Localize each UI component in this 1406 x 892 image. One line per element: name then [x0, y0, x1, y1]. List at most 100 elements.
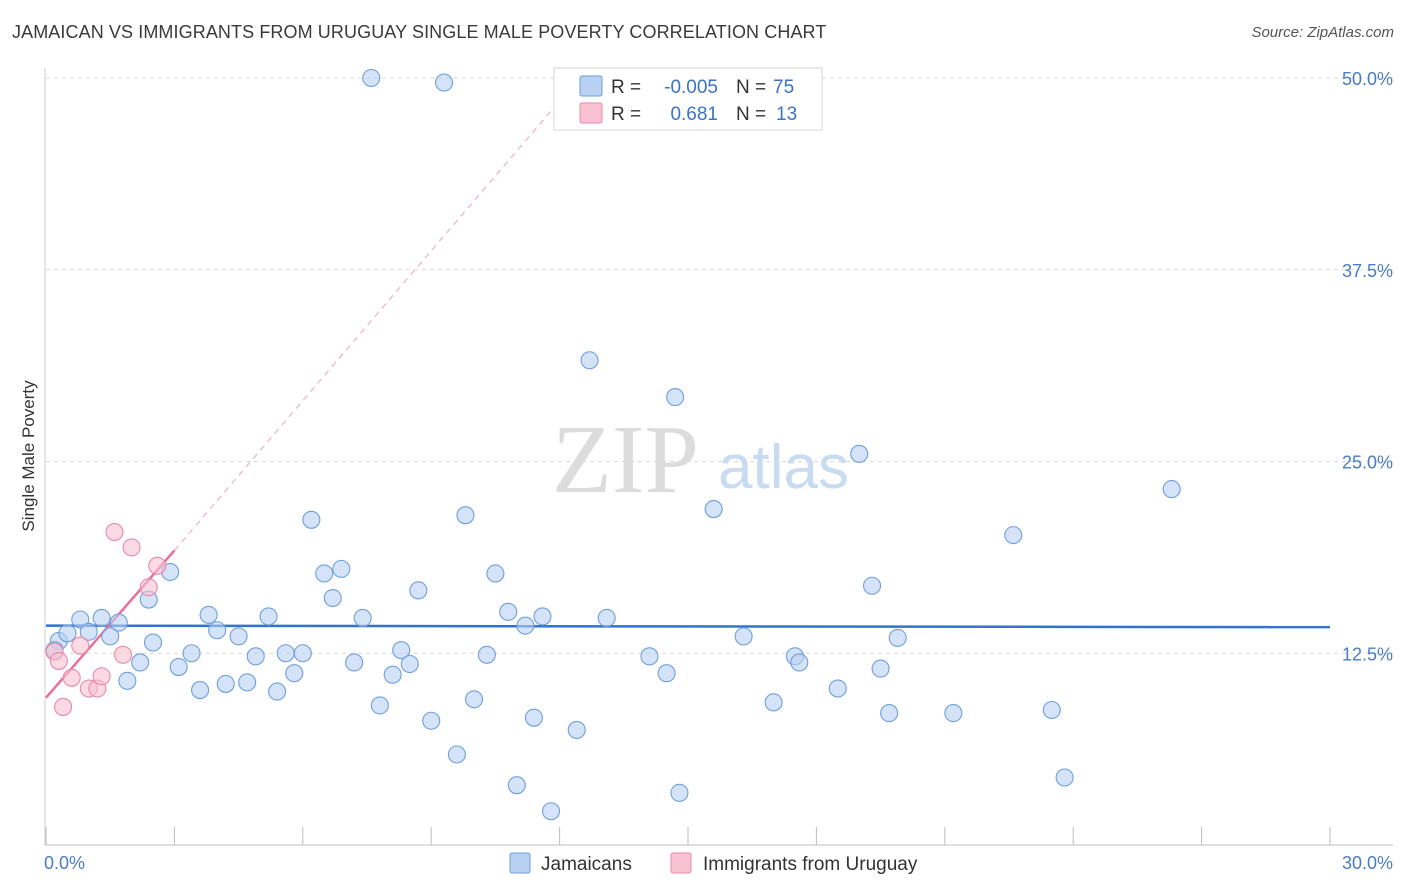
chart-title: JAMAICAN VS IMMIGRANTS FROM URUGUAY SING…: [12, 22, 827, 42]
legend-n-value-1: 75: [773, 77, 794, 98]
watermark-zip: ZIP: [552, 406, 699, 514]
point-jamaicans-71: [1042, 700, 1061, 720]
point-jamaicans-48: [524, 708, 543, 727]
bottom-legend-swatch-uruguay: [670, 852, 692, 874]
point-jamaicans-32: [362, 68, 381, 88]
x-tick-label-min: 0.0%: [44, 853, 85, 873]
point-jamaicans-17: [216, 674, 235, 693]
legend-r-label-2: R =: [611, 104, 641, 125]
point-jamaicans-36: [400, 654, 419, 674]
legend-swatch-jamaicans: [579, 75, 603, 97]
point-jamaicans-31: [353, 608, 372, 628]
point-jamaicans-35: [392, 641, 411, 660]
point-jamaicans-52: [580, 351, 599, 370]
bottom-legend-label-jamaicans: Jamaicans: [541, 854, 632, 875]
point-jamaicans-56: [666, 388, 685, 407]
legend-n-value-2: 13: [776, 104, 797, 125]
point-jamaicans-8: [131, 653, 150, 672]
point-jamaicans-15: [199, 605, 218, 624]
point-jamaicans-34: [383, 665, 402, 684]
point-jamaicans-1: [58, 624, 77, 643]
legend-r-value-2: 0.681: [670, 104, 718, 125]
point-jamaicans-58: [704, 500, 723, 519]
point-jamaicans-54: [640, 647, 659, 666]
point-uruguay-4: [71, 636, 90, 655]
point-uruguay-9: [113, 645, 133, 664]
point-jamaicans-67: [880, 704, 899, 723]
grid-layer: [46, 77, 1393, 654]
bottom-legend: Jamaicans Immigrants from Uruguay: [509, 852, 918, 875]
point-jamaicans-46: [507, 776, 526, 795]
point-jamaicans-24: [285, 664, 304, 683]
legend: R = -0.005 N = 75 R = 0.681 N = 13: [553, 67, 823, 131]
point-jamaicans-21: [259, 607, 278, 626]
point-jamaicans-65: [862, 576, 882, 595]
point-jamaicans-59: [734, 627, 753, 646]
point-jamaicans-19: [238, 673, 257, 692]
point-jamaicans-64: [850, 444, 869, 463]
point-jamaicans-60: [764, 693, 783, 712]
point-jamaicans-27: [315, 564, 334, 583]
legend-n-label-1: N =: [736, 77, 766, 98]
point-jamaicans-29: [332, 559, 351, 578]
legend-r-label-1: R =: [611, 77, 641, 98]
point-uruguay-10: [122, 538, 141, 557]
axis-layer: [44, 68, 1393, 846]
point-jamaicans-73: [1162, 480, 1181, 499]
point-jamaicans-41: [456, 506, 475, 525]
point-jamaicans-66: [871, 659, 890, 678]
point-uruguay-11: [139, 578, 158, 597]
point-jamaicans-7: [118, 671, 137, 690]
point-jamaicans-33: [370, 696, 389, 715]
point-jamaicans-50: [541, 802, 561, 821]
bottom-legend-swatch-jamaicans: [509, 852, 531, 874]
y-tick-labels: 12.5% 25.0% 37.5% 50.0%: [1342, 69, 1393, 664]
point-jamaicans-26: [302, 510, 321, 529]
point-jamaicans-20: [246, 647, 265, 666]
y-tick-label-3: 50.0%: [1342, 69, 1393, 89]
point-jamaicans-39: [434, 73, 454, 92]
point-uruguay-12: [148, 556, 167, 575]
point-jamaicans-18: [229, 627, 248, 646]
point-jamaicans-47: [516, 616, 535, 635]
point-jamaicans-3: [79, 622, 98, 641]
y-tick-label-0: 12.5%: [1342, 644, 1393, 664]
point-jamaicans-63: [828, 679, 847, 698]
point-jamaicans-70: [1004, 526, 1023, 545]
point-jamaicans-13: [182, 644, 201, 663]
point-uruguay-8: [105, 523, 124, 542]
point-jamaicans-30: [345, 653, 364, 672]
watermark-atlas: atlas: [718, 433, 849, 502]
y-axis-title: Single Male Poverty: [19, 380, 38, 532]
watermark: ZIP atlas: [552, 406, 849, 514]
point-jamaicans-4: [92, 608, 111, 628]
point-uruguay-3: [62, 668, 81, 687]
point-jamaicans-12: [169, 658, 188, 677]
legend-n-label-2: N =: [736, 104, 766, 125]
point-jamaicans-5: [101, 627, 120, 646]
legend-swatch-uruguay: [579, 102, 603, 124]
trend-layer: [45, 100, 1331, 699]
point-jamaicans-37: [409, 581, 428, 600]
point-jamaicans-6: [109, 613, 128, 632]
point-uruguay-7: [92, 667, 111, 686]
point-jamaicans-16: [208, 621, 227, 640]
x-tick-label-max: 30.0%: [1342, 853, 1393, 873]
points-layer: [45, 68, 1181, 821]
point-jamaicans-44: [486, 564, 505, 583]
trend-line-uruguay-extension: [173, 100, 561, 551]
point-jamaicans-14: [191, 681, 210, 700]
bottom-legend-label-uruguay: Immigrants from Uruguay: [703, 854, 918, 875]
point-jamaicans-28: [323, 588, 342, 608]
point-jamaicans-43: [477, 645, 496, 664]
point-jamaicans-40: [447, 745, 466, 764]
point-uruguay-2: [54, 697, 73, 716]
point-jamaicans-62: [790, 653, 809, 672]
point-jamaicans-69: [944, 704, 963, 723]
point-jamaicans-55: [657, 664, 676, 683]
point-jamaicans-51: [567, 720, 586, 740]
y-tick-label-1: 25.0%: [1342, 453, 1393, 473]
chart-source: Source: ZipAtlas.com: [1251, 24, 1394, 41]
point-jamaicans-49: [533, 607, 552, 626]
